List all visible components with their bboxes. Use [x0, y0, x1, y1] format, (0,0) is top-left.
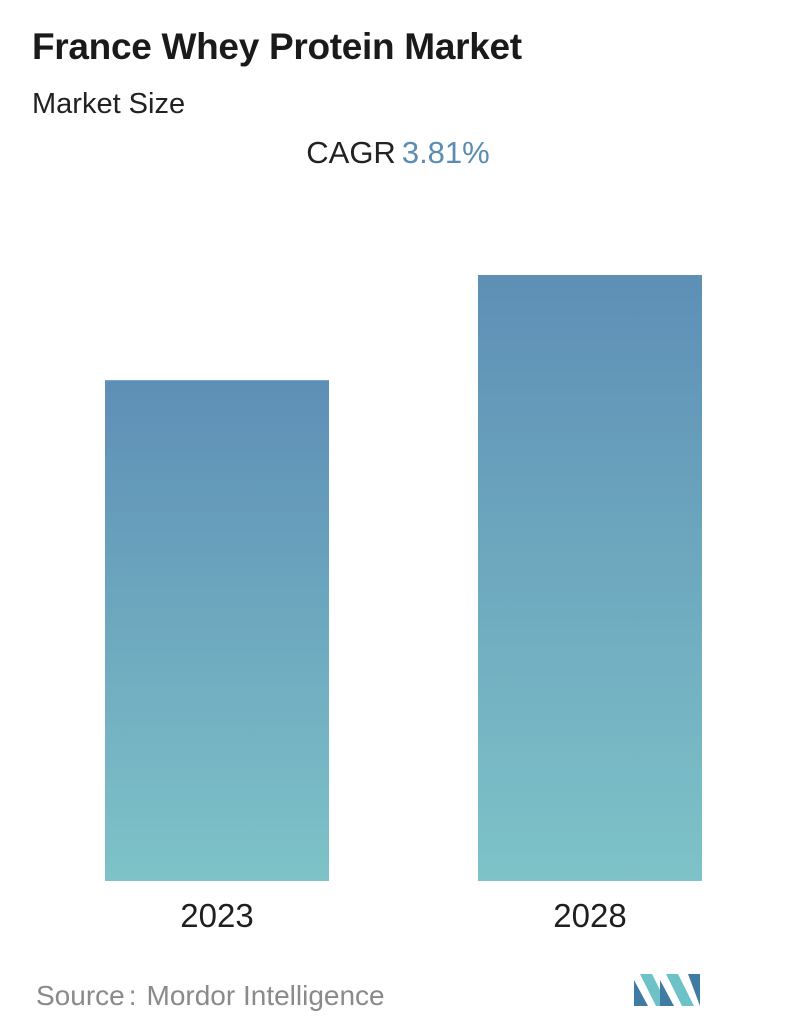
chart-title: France Whey Protein Market — [32, 26, 522, 67]
bar-2023 — [105, 380, 329, 881]
bar-chart: 2023 2028 — [105, 275, 702, 934]
cagr-line: CAGR 3.81% — [0, 135, 796, 171]
x-tick-label: 2023 — [180, 897, 253, 934]
x-tick-label: 2028 — [553, 897, 626, 934]
source-separator: : — [128, 980, 137, 1011]
cagr-label: CAGR — [306, 135, 396, 170]
chart-subtitle: Market Size — [32, 88, 186, 120]
x-tick-labels: 2023 2028 — [180, 897, 626, 934]
bar-2028 — [478, 275, 702, 881]
source-name: Mordor Intelligence — [146, 980, 385, 1011]
bars-layer — [105, 275, 702, 881]
cagr-value: 3.81% — [401, 135, 490, 170]
source-label: Source — [36, 980, 125, 1011]
mordor-intelligence-logo-icon — [634, 974, 700, 1006]
source-line: Source: Mordor Intelligence — [36, 980, 385, 1012]
